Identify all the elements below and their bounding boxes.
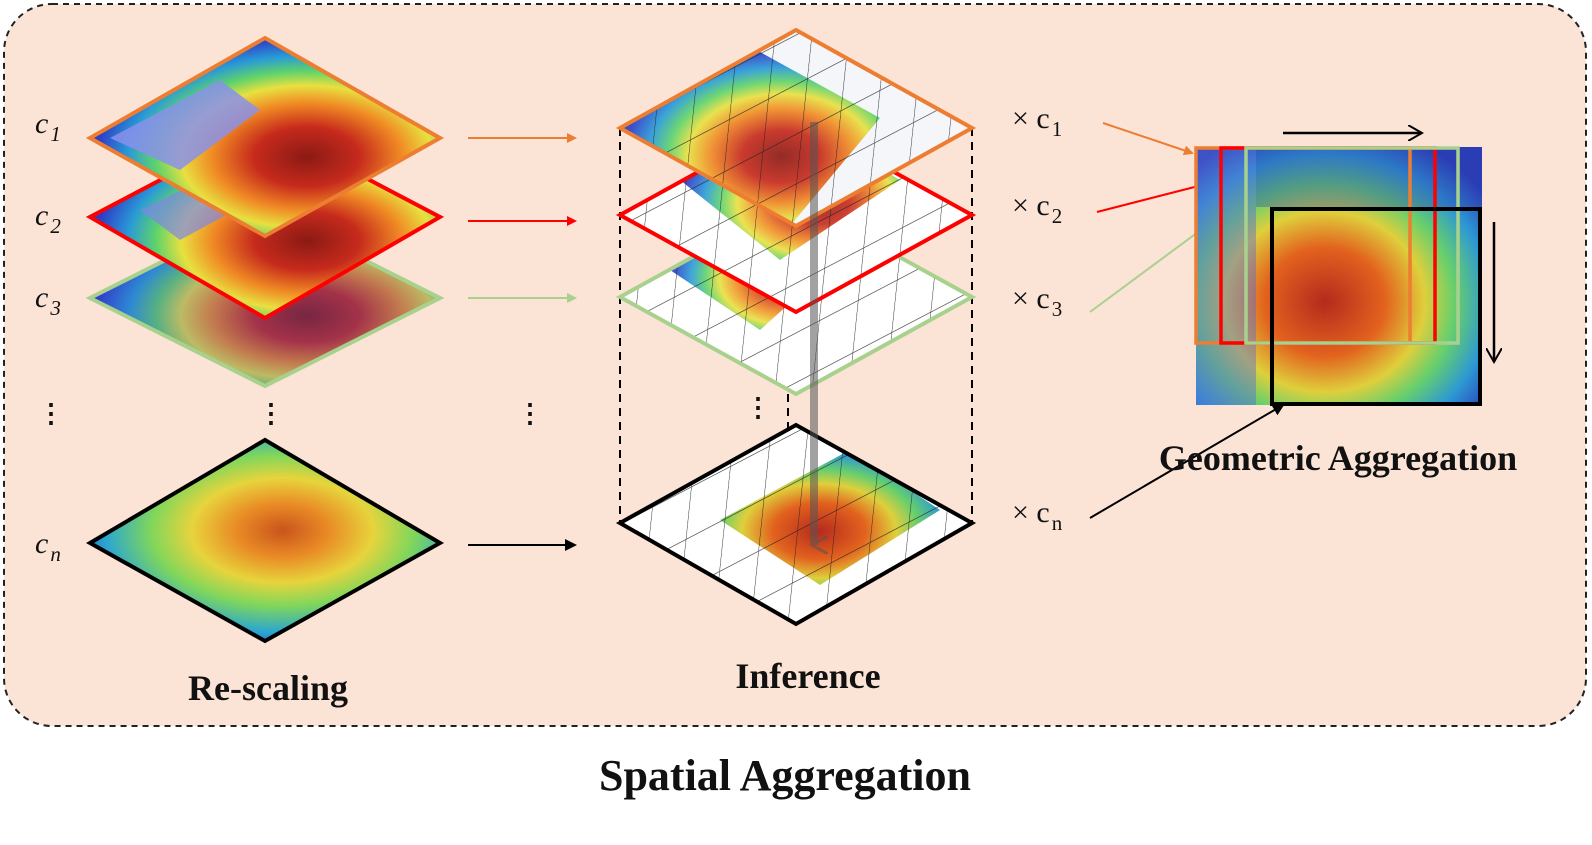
ellipsis-rescaling: ⋮ [258, 399, 284, 428]
agg-arrow-cn [1089, 403, 1285, 519]
rescaled-map-cn [85, 437, 445, 644]
rescaling-stack [85, 35, 445, 644]
scale-label-c3: c3 [35, 281, 61, 320]
section-title-inference: Inference [735, 656, 880, 696]
diagram-title: Spatial Aggregation [599, 751, 971, 800]
agg-arrow-c1 [1102, 122, 1194, 156]
scale-label-cn: cn [35, 527, 61, 566]
ellipsis-arrows: ⋮ [517, 399, 543, 428]
ellipsis-inference: ⋮ [745, 393, 771, 422]
multiplier-c3: × c3 [1012, 282, 1062, 321]
ellipsis-labels: ⋮ [38, 399, 64, 428]
scale-label-c1: c1 [35, 107, 61, 146]
section-title-rescaling: Re-scaling [188, 668, 348, 708]
multiplier-cn: × cn [1012, 496, 1063, 535]
geometric-aggregation-panel [1194, 133, 1494, 406]
scale-label-c2: c2 [35, 199, 61, 238]
rescaled-map-c1 [85, 35, 445, 239]
window-c3 [1244, 146, 1460, 345]
section-title-geometric: Geometric Aggregation [1159, 438, 1517, 478]
multiplier-c1: × c1 [1012, 102, 1062, 141]
multiplier-c2: × c2 [1012, 189, 1062, 228]
window-cn [1270, 207, 1482, 406]
inference-stack [615, 27, 977, 627]
